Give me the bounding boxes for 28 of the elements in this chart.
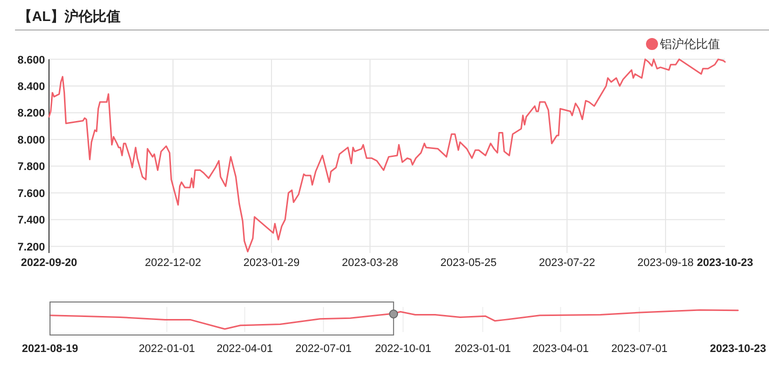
- y-tick-label: 8.000: [17, 134, 45, 146]
- x-tick-label: 2023-05-25: [440, 257, 497, 269]
- x-tick-label: 2023-07-01: [611, 343, 668, 355]
- x-tick-label: 2023-10-23: [696, 257, 754, 269]
- x-tick-label: 2023-03-28: [342, 257, 398, 269]
- x-tick-label: 2022-01-01: [138, 343, 195, 355]
- y-tick-label: 8.600: [17, 54, 45, 66]
- y-tick-label: 7.600: [17, 188, 45, 200]
- x-tick-label: 2023-10-23: [710, 343, 766, 355]
- x-tick-label: 2023-09-18: [637, 257, 694, 269]
- x-tick-label: 2023-01-29: [243, 257, 300, 269]
- y-tick-label: 7.200: [17, 241, 45, 254]
- x-tick-label: 2022-12-02: [144, 257, 202, 269]
- x-tick-label: 2023-01-01: [454, 343, 511, 355]
- x-tick-label: 2022-10-01: [374, 343, 432, 355]
- x-tick-label: 2021-08-19: [22, 343, 78, 355]
- chart-title: 【AL】沪伦比值: [18, 8, 121, 24]
- y-tick-label: 7.400: [17, 214, 45, 227]
- x-tick-label: 2023-04-01: [532, 343, 589, 355]
- x-tick-label: 2022-09-20: [20, 257, 78, 269]
- x-tick-label: 2022-07-01: [295, 343, 352, 355]
- y-tick-label: 8.200: [17, 108, 45, 120]
- line-series: [48, 58, 726, 252]
- x-tick-label: 2022-04-01: [216, 343, 273, 355]
- y-tick-label: 7.800: [17, 161, 45, 174]
- legend-label: 铝沪伦比值: [659, 37, 720, 51]
- x-tick-label: 2023-07-22: [538, 257, 596, 269]
- y-tick-label: 8.400: [17, 81, 45, 94]
